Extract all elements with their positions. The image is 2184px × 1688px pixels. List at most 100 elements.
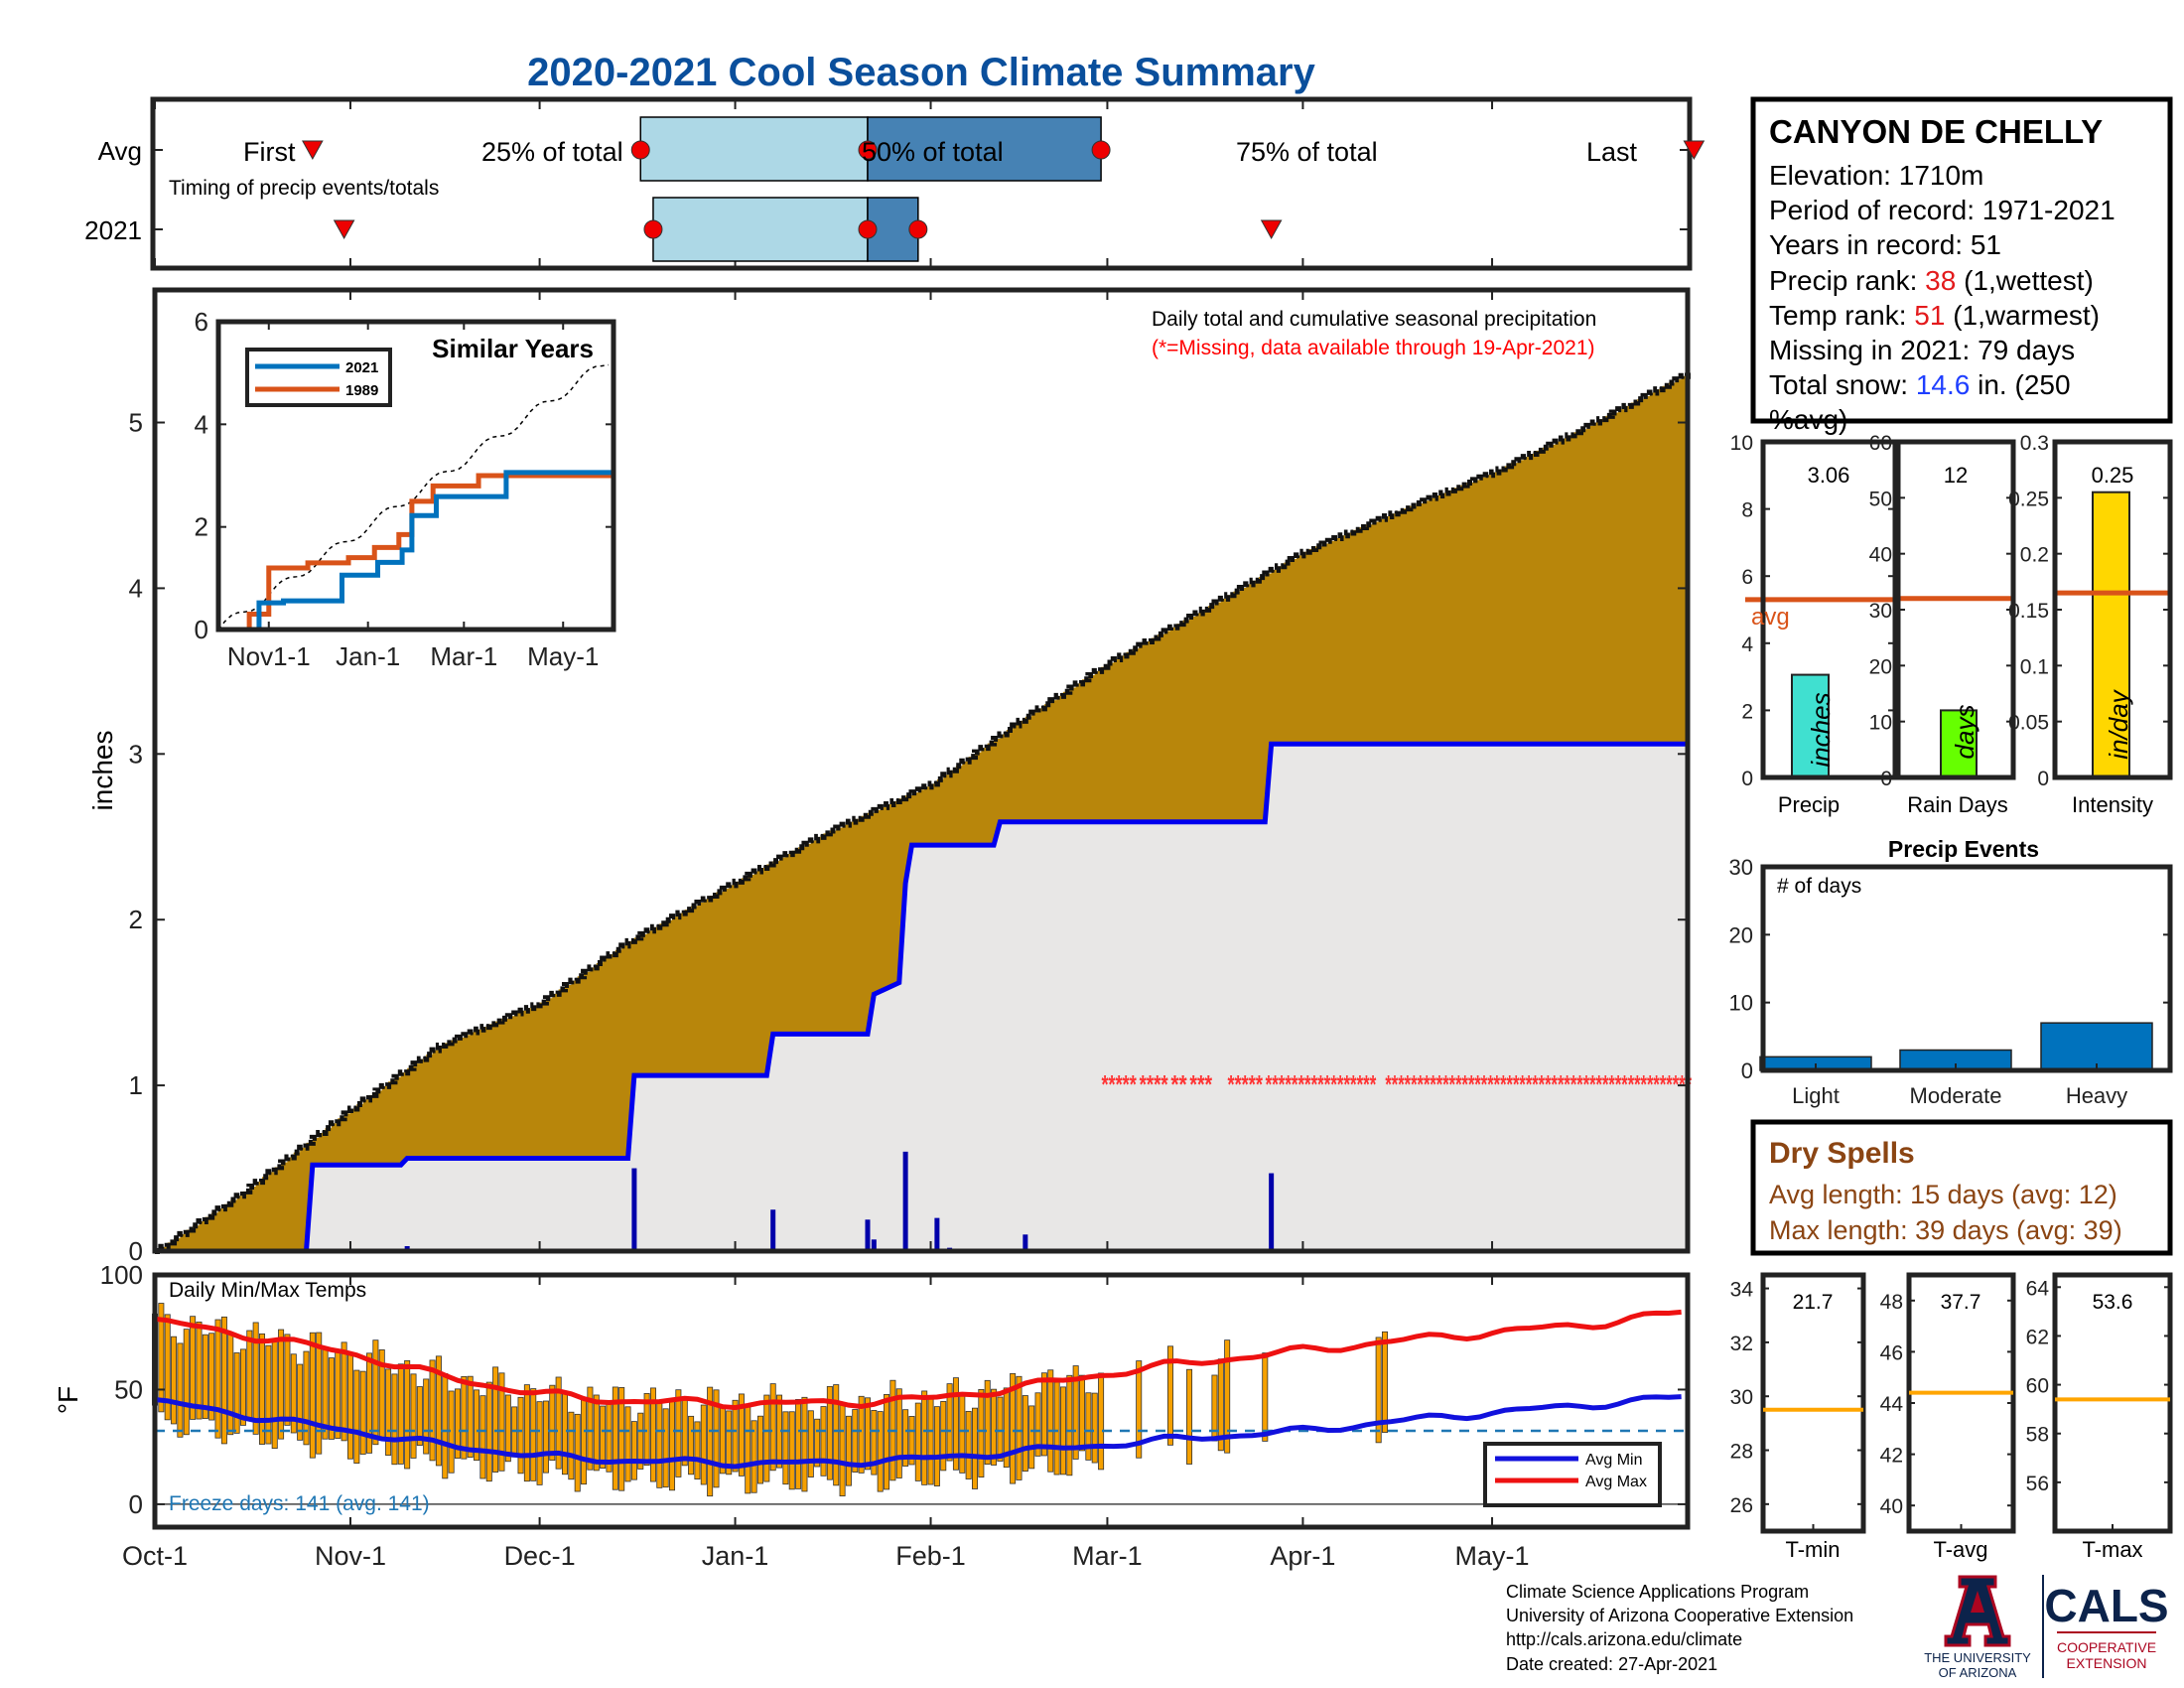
timing-2021-bar-early [652, 197, 869, 262]
temp-day-bar-143 [1053, 1381, 1060, 1476]
temp-day-bar-176 [1262, 1352, 1269, 1442]
temp-day-bar-92 [732, 1399, 739, 1473]
temp-day-bar-144 [1059, 1386, 1066, 1476]
station-snow-pct: %avg) [1769, 404, 1847, 435]
rain-axes-label-3: 30 [1869, 600, 1892, 623]
missing-range-7: ****************************************… [1385, 1069, 1692, 1099]
inset-2021-line [218, 470, 614, 633]
temp-ytick-label-0: 0 [129, 1489, 143, 1519]
temp-day-bar-62 [542, 1400, 549, 1474]
int-axes-label-6: 0.3 [2020, 432, 2049, 455]
y-tick-label-0: 0 [129, 1236, 143, 1266]
temp-day-bar-83 [675, 1389, 682, 1477]
temp-day-bar-54 [492, 1366, 499, 1473]
timing-avg-first-icon [301, 140, 324, 161]
freeze-days-label: Freeze days: 141 (avg. 141) [169, 1492, 430, 1515]
ua-logo-line-1: THE UNIVERSITY [1924, 1650, 2031, 1665]
daily-precip-bar-4 [865, 1219, 871, 1251]
temp-day-bar-44 [429, 1359, 436, 1462]
missing-range-4: *** [1189, 1069, 1212, 1099]
rain-days-axes: 0 10 20 30 40 50 60 [1869, 432, 2013, 790]
temp-day-bar-2 [164, 1314, 171, 1421]
temp-day-bar-39 [397, 1363, 404, 1465]
temp-day-bar-133 [991, 1388, 998, 1466]
timing-caption: Timing of precip events/totals [169, 177, 439, 200]
temp-day-bar-60 [530, 1388, 537, 1481]
temp-day-bar-25 [309, 1332, 316, 1459]
temp-day-bar-45 [435, 1355, 442, 1467]
int-axes-label-3: 0.15 [2008, 600, 2049, 623]
temp-day-bar-85 [688, 1415, 695, 1476]
temp-day-bar-63 [549, 1384, 556, 1462]
event-xlabel-2: Heavy [2066, 1083, 2127, 1108]
events-frame [1760, 864, 2173, 1073]
station-precip-rank: Precip rank: 38 (1,wettest) [1769, 265, 2094, 296]
temp-day-bar-126 [946, 1383, 953, 1462]
event-bar-heavy [2040, 1022, 2153, 1071]
temp-day-bar-194 [1375, 1336, 1382, 1444]
temp-day-bar-31 [346, 1351, 353, 1460]
timing-row-2021: 2021 [84, 215, 142, 245]
missing-range-6: ***************** [1266, 1069, 1377, 1099]
temp-day-bar-20 [278, 1329, 285, 1440]
temp-day-bar-69 [587, 1386, 594, 1471]
event-ylabel-1: 10 [1729, 991, 1753, 1016]
intensity-value: 0.25 [2092, 463, 2134, 488]
temp-day-bar-98 [769, 1383, 776, 1472]
temp-day-bar-9 [208, 1333, 215, 1421]
tavg-axes: 40 42 44 46 48 [1880, 1291, 2013, 1531]
station-name: CANYON DE CHELLY [1769, 113, 2103, 150]
events-title: Precip Events [1888, 836, 2039, 862]
timing-avg-bar-early [639, 116, 869, 182]
footer-line-4: Date created: 27-Apr-2021 [1506, 1654, 1717, 1674]
temp-day-bar-108 [833, 1384, 840, 1486]
tmin-axes-label-3: 32 [1730, 1333, 1753, 1355]
temp-ytick-label-2: 100 [100, 1260, 143, 1290]
temp-legend-min: Avg Min [1585, 1452, 1643, 1469]
daily-precip-bar-5 [871, 1239, 877, 1251]
temp-day-bar-13 [233, 1352, 240, 1434]
temp-day-bar-75 [624, 1406, 631, 1482]
cals-sub-1: COOPERATIVE [2057, 1639, 2156, 1655]
temp-day-bar-104 [807, 1410, 814, 1477]
temp-day-bar-10 [214, 1319, 221, 1439]
temp-day-bar-131 [978, 1389, 985, 1478]
events-axes: Light Moderate Heavy 0 10 20 30 [1729, 855, 2170, 1108]
temp-day-bar-137 [1016, 1375, 1023, 1480]
temp-day-bar-5 [183, 1329, 190, 1436]
timing-markers [301, 140, 1706, 240]
temp-day-bar-17 [259, 1333, 266, 1445]
temp-day-bar-70 [593, 1394, 600, 1472]
temp-day-bar-135 [1003, 1387, 1010, 1469]
missing-range-3: ** [1170, 1069, 1187, 1099]
events-bars [1759, 1022, 2153, 1071]
temp-day-bar-64 [555, 1376, 562, 1470]
dry-spells-box: Dry Spells Avg length: 15 days (avg: 12)… [1750, 1119, 2173, 1256]
main-note-2: (*=Missing, data available through 19-Ap… [1152, 337, 1595, 359]
temp-day-bar-145 [1066, 1374, 1073, 1477]
inset-avg-line [217, 363, 610, 631]
footer: Climate Science Applications Program Uni… [1506, 1582, 1853, 1674]
precip-axes-label-1: 2 [1741, 700, 1753, 723]
temp-day-bar-23 [297, 1363, 304, 1441]
temp-day-bar-71 [600, 1405, 607, 1470]
temp-day-bar-18 [265, 1344, 272, 1445]
rain-axes-label-4: 40 [1869, 544, 1892, 567]
events-ylabel: # of days [1777, 875, 1861, 898]
temp-day-bar-102 [795, 1399, 802, 1489]
rain-days-unit: days [1950, 705, 1979, 760]
temp-day-bar-65 [562, 1390, 569, 1476]
temp-day-bar-55 [498, 1372, 505, 1472]
tmax-panel: 56 58 60 62 64 53.6 T-max [2026, 1272, 2173, 1562]
temp-day-bar-7 [196, 1321, 203, 1420]
daily-precip-bar-10 [1269, 1173, 1275, 1251]
tmin-value: 21.7 [1793, 1291, 1834, 1314]
tavg-axes-label-1: 42 [1880, 1445, 1903, 1468]
inset-xtick-label-0: Nov1-1 [227, 641, 311, 671]
timing-panel: First 25% of total 50% of total 75% of t… [84, 96, 1706, 271]
temp-day-bar-129 [965, 1411, 972, 1479]
y-tick-label-4: 4 [129, 573, 143, 603]
inset-xtick-label-2: Mar-1 [430, 641, 497, 671]
temp-day-bar-107 [826, 1385, 833, 1480]
tavg-axes-label-0: 40 [1880, 1495, 1903, 1518]
